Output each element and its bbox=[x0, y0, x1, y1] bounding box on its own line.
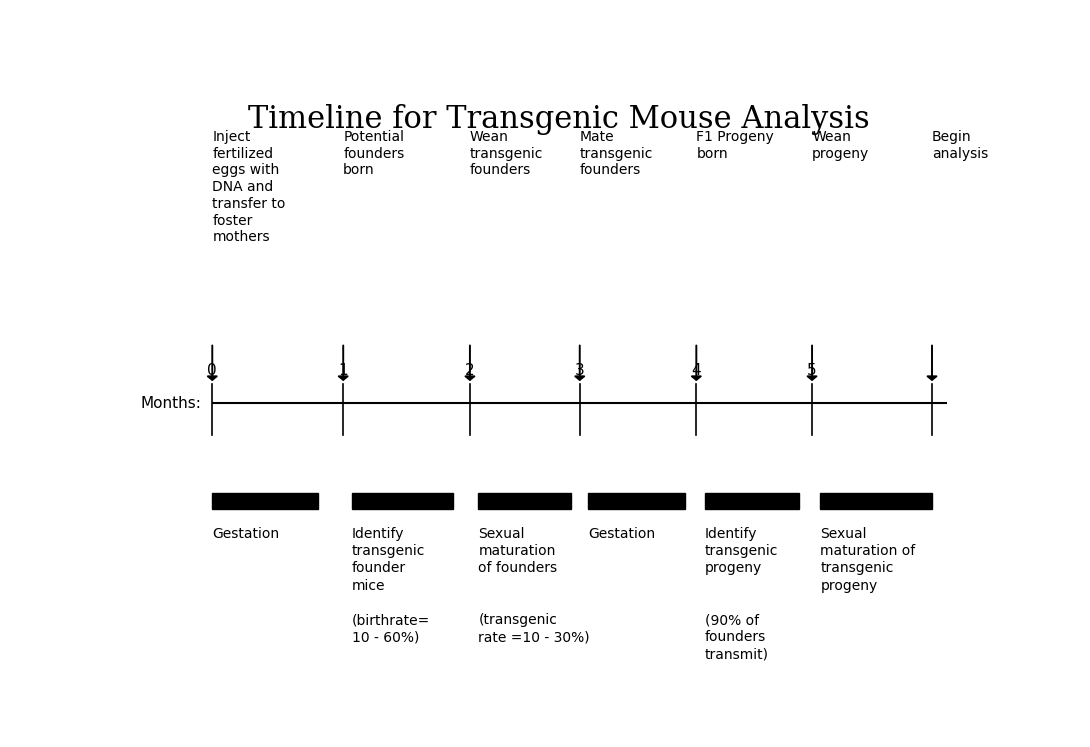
Text: Identify
transgenic
founder
mice: Identify transgenic founder mice bbox=[352, 527, 425, 592]
Text: F1 Progeny
born: F1 Progeny born bbox=[697, 130, 774, 161]
Text: Gestation: Gestation bbox=[213, 527, 279, 541]
Bar bbox=[705, 493, 799, 509]
Bar bbox=[213, 493, 318, 509]
Text: Timeline for Transgenic Mouse Analysis: Timeline for Transgenic Mouse Analysis bbox=[247, 104, 870, 135]
Text: 3: 3 bbox=[574, 363, 584, 378]
Text: Identify
transgenic
progeny: Identify transgenic progeny bbox=[705, 527, 778, 575]
Text: Potential
founders
born: Potential founders born bbox=[343, 130, 404, 177]
Text: Begin
analysis: Begin analysis bbox=[932, 130, 989, 161]
Text: Months:: Months: bbox=[141, 396, 202, 411]
Text: Sexual
maturation
of founders: Sexual maturation of founders bbox=[479, 527, 557, 575]
Bar bbox=[479, 493, 571, 509]
Text: (transgenic
rate =10 - 30%): (transgenic rate =10 - 30%) bbox=[479, 613, 590, 645]
Text: Wean
progeny: Wean progeny bbox=[812, 130, 870, 161]
Text: 0: 0 bbox=[207, 363, 217, 378]
Text: 2: 2 bbox=[465, 363, 475, 378]
Text: Gestation: Gestation bbox=[589, 527, 655, 541]
Text: (90% of
founders
transmit): (90% of founders transmit) bbox=[705, 613, 768, 662]
Text: (birthrate=
10 - 60%): (birthrate= 10 - 60%) bbox=[352, 613, 429, 645]
Text: 4: 4 bbox=[691, 363, 701, 378]
Text: Inject
fertilized
eggs with
DNA and
transfer to
foster
mothers: Inject fertilized eggs with DNA and tran… bbox=[213, 130, 286, 244]
Text: Wean
transgenic
founders: Wean transgenic founders bbox=[470, 130, 543, 177]
Text: 1: 1 bbox=[338, 363, 348, 378]
Text: 5: 5 bbox=[808, 363, 816, 378]
Bar bbox=[821, 493, 932, 509]
Text: Sexual
maturation of
transgenic
progeny: Sexual maturation of transgenic progeny bbox=[821, 527, 916, 592]
Bar bbox=[589, 493, 686, 509]
Text: Mate
transgenic
founders: Mate transgenic founders bbox=[580, 130, 653, 177]
Bar bbox=[352, 493, 453, 509]
